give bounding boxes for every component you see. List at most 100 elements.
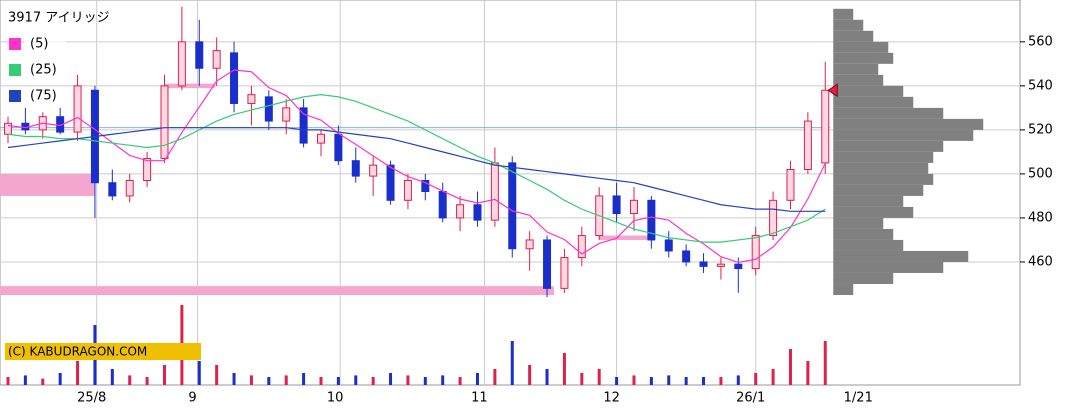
volume-bar	[545, 369, 549, 385]
candle-body	[821, 89, 830, 164]
x-tick-label: 10	[327, 391, 344, 406]
current-date: 1/21	[844, 391, 873, 406]
legend-bg	[24, 87, 66, 105]
volume-bar	[58, 373, 62, 385]
legend-bg	[24, 61, 66, 79]
candle-body	[647, 199, 656, 241]
candle-body	[786, 169, 795, 201]
candle-body	[508, 162, 517, 250]
volume-bar	[441, 375, 445, 385]
volume-bar	[458, 377, 462, 385]
chart-title: 3917 アイリッジ	[8, 11, 110, 26]
profile-bar	[833, 283, 854, 295]
volume-bar	[162, 365, 166, 385]
volume-bar	[371, 377, 375, 385]
profile-bar	[833, 140, 944, 152]
profile-bar	[833, 206, 914, 218]
candle-body	[682, 250, 691, 263]
volume-bar	[197, 361, 201, 385]
price-zone	[0, 286, 554, 295]
candle-body	[386, 164, 395, 201]
candle-body	[421, 180, 430, 193]
profile-bar	[833, 261, 944, 273]
profile-bar	[833, 195, 904, 207]
y-tick-label: 500	[1028, 166, 1053, 181]
legend-swatch	[9, 64, 21, 76]
volume-bar	[336, 377, 340, 385]
candle-body	[212, 50, 221, 69]
candle-body	[664, 239, 673, 252]
y-tick-label: 480	[1028, 210, 1053, 225]
candle-body	[803, 120, 812, 171]
copyright: (C) KABUDRAGON.COM	[8, 345, 147, 359]
profile-bar	[833, 217, 884, 229]
profile-bar	[833, 85, 904, 97]
profile-bar	[833, 272, 894, 284]
volume-bar	[249, 375, 253, 385]
volume-bar	[319, 377, 323, 385]
price-zone	[0, 173, 95, 196]
profile-bar	[833, 8, 854, 20]
profile-bar	[833, 162, 929, 174]
profile-bar	[833, 118, 984, 130]
volume-bar	[354, 375, 358, 385]
volume-bar	[232, 373, 236, 385]
legend-swatch	[9, 38, 21, 50]
x-tick-label: 11	[471, 391, 488, 406]
profile-bar	[833, 228, 894, 240]
candle-body	[699, 261, 708, 267]
candle-body	[351, 160, 360, 177]
volume-bar	[632, 375, 636, 385]
candle-body	[177, 41, 186, 87]
profile-bar	[833, 129, 974, 141]
x-tick-label: 12	[603, 391, 620, 406]
volume-bar	[267, 377, 271, 385]
volume-bar	[145, 377, 149, 385]
y-tick-label: 560	[1028, 34, 1053, 49]
volume-bar	[788, 349, 792, 385]
candle-body	[577, 235, 586, 259]
candle-body	[369, 164, 378, 177]
candle-body	[751, 235, 760, 270]
volume-bar	[719, 377, 723, 385]
volume-bar	[23, 375, 27, 385]
plot	[0, 6, 984, 385]
volume-bar	[110, 369, 114, 385]
profile-bar	[833, 52, 894, 64]
last-price-marker	[827, 83, 838, 98]
y-tick-label: 540	[1028, 78, 1053, 93]
candle-body	[612, 195, 621, 215]
legend-label: (75)	[30, 89, 57, 104]
volume-bar	[475, 373, 479, 385]
volume-bar	[76, 361, 80, 385]
candle-body	[195, 41, 204, 69]
candle-body	[716, 263, 725, 267]
volume-bar	[406, 375, 410, 385]
candle-body	[456, 204, 465, 219]
price-zone	[599, 235, 650, 240]
y-tick-label: 460	[1028, 254, 1053, 269]
candle-body	[3, 122, 12, 135]
volume-bar	[6, 377, 10, 385]
volume-bar	[528, 365, 532, 385]
candle-body	[264, 96, 273, 122]
volume-bar	[597, 369, 601, 385]
candle-body	[629, 199, 638, 215]
profile-bar	[833, 74, 884, 86]
volume-bar	[128, 375, 132, 385]
profile-bar	[833, 63, 879, 75]
candle-body	[230, 52, 239, 104]
candle-body	[438, 191, 447, 219]
candle-body	[525, 239, 534, 250]
candle-body	[247, 94, 256, 104]
x-tick-label: 26/1	[736, 391, 765, 406]
volume-bar	[615, 377, 619, 385]
candle-body	[143, 157, 152, 182]
y-tick-label: 520	[1028, 122, 1053, 137]
legend-label: (5)	[30, 37, 48, 52]
candle-body	[160, 85, 169, 159]
volume-bar	[823, 341, 827, 385]
ma-line	[7, 94, 826, 243]
candle-body	[334, 133, 343, 162]
